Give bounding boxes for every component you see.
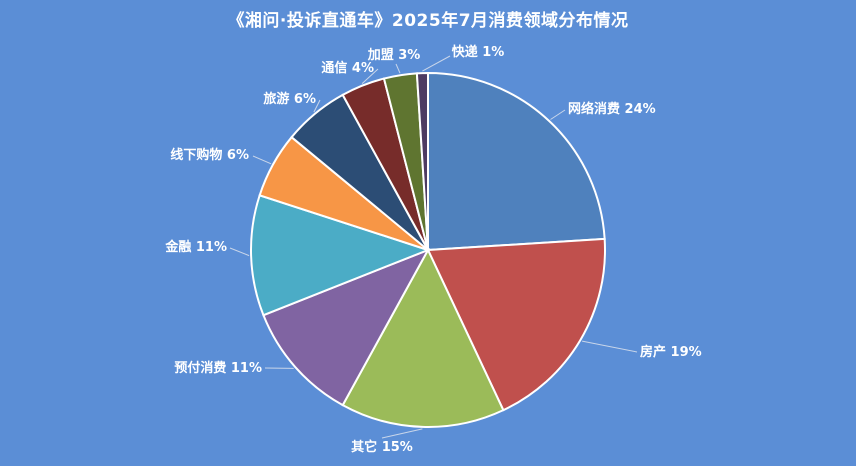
slice-label-7: 旅游 6% [263,91,316,107]
slice-label-6: 线下购物 6% [170,147,249,163]
pie-slice-4 [262,248,431,407]
pie-slice-2 [426,237,606,412]
slice-label-8: 通信 4% [321,60,374,76]
leader-line-10 [422,55,451,72]
slice-label-5: 金融 11% [164,239,227,255]
pie-slice-1 [427,71,606,252]
leader-line-9 [395,63,401,74]
leader-line-5 [229,247,250,257]
slice-label-10: 快递 1% [452,44,505,60]
leader-line-3 [381,428,423,439]
leader-line-1 [550,109,566,120]
leader-line-7 [313,99,321,113]
leader-line-6 [252,155,272,165]
slice-label-1: 网络消费 24% [568,101,656,117]
slice-label-4: 预付消费 11% [174,360,262,376]
leader-line-2 [582,340,638,353]
slice-label-3: 其它 15% [351,439,413,455]
slice-label-9: 加盟 3% [367,47,421,63]
pie-slice-10 [415,71,429,251]
pie-slice-3 [341,247,505,428]
pie-slice-5 [250,194,431,317]
chart-title: 《湘问·投诉直通车》2025年7月消费领域分布情况 [227,11,629,31]
slice-label-2: 房产 19% [640,344,702,360]
leader-line-8 [361,68,379,84]
